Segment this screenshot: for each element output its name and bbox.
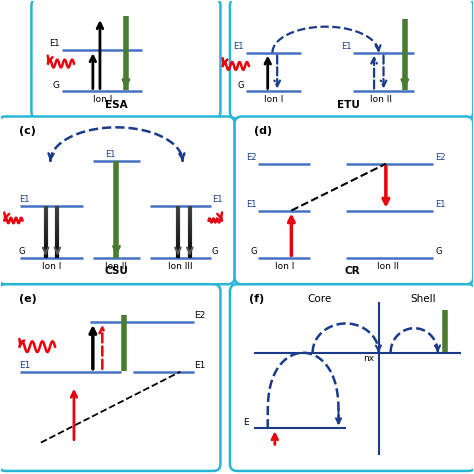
Text: ESA: ESA <box>105 100 128 110</box>
Text: G: G <box>18 247 25 256</box>
Text: Ion II: Ion II <box>106 262 128 271</box>
Text: G: G <box>250 247 257 256</box>
Text: Ion II: Ion II <box>370 95 392 104</box>
Text: G: G <box>436 247 442 256</box>
Text: E1: E1 <box>18 195 29 204</box>
Text: Ion III: Ion III <box>168 262 192 271</box>
Text: E2: E2 <box>194 311 206 320</box>
Text: G: G <box>212 247 219 256</box>
Text: Ion II: Ion II <box>377 262 399 271</box>
Text: CR: CR <box>345 266 361 276</box>
FancyBboxPatch shape <box>230 0 474 119</box>
Text: E2: E2 <box>246 153 257 162</box>
Text: E: E <box>243 418 249 427</box>
Text: CSU: CSU <box>105 266 128 276</box>
Text: E1: E1 <box>18 361 30 370</box>
Text: Core: Core <box>308 294 332 304</box>
Text: Ion I: Ion I <box>42 262 61 271</box>
Text: E1: E1 <box>105 150 115 159</box>
Text: E1: E1 <box>436 200 446 209</box>
Text: nx: nx <box>363 354 374 363</box>
Text: E1: E1 <box>212 195 222 204</box>
Text: E1: E1 <box>194 361 206 370</box>
FancyBboxPatch shape <box>230 284 474 471</box>
Text: (c): (c) <box>18 126 36 136</box>
Text: E2: E2 <box>436 153 446 162</box>
FancyBboxPatch shape <box>0 117 235 284</box>
Text: E1: E1 <box>49 39 60 48</box>
Text: G: G <box>237 81 244 90</box>
Text: Shell: Shell <box>411 294 437 304</box>
Text: (d): (d) <box>254 126 272 136</box>
Text: (f): (f) <box>249 294 264 304</box>
Text: G: G <box>53 81 60 90</box>
Text: Ion I: Ion I <box>274 262 294 271</box>
Text: E1: E1 <box>246 200 257 209</box>
Text: E1: E1 <box>234 42 244 51</box>
Text: ETU: ETU <box>337 100 359 110</box>
FancyBboxPatch shape <box>0 284 220 471</box>
Text: Ion I: Ion I <box>92 95 112 104</box>
Text: Ion I: Ion I <box>264 95 283 104</box>
FancyBboxPatch shape <box>31 0 220 119</box>
Text: E1: E1 <box>341 42 351 51</box>
Text: (e): (e) <box>18 294 36 304</box>
FancyBboxPatch shape <box>235 117 474 284</box>
